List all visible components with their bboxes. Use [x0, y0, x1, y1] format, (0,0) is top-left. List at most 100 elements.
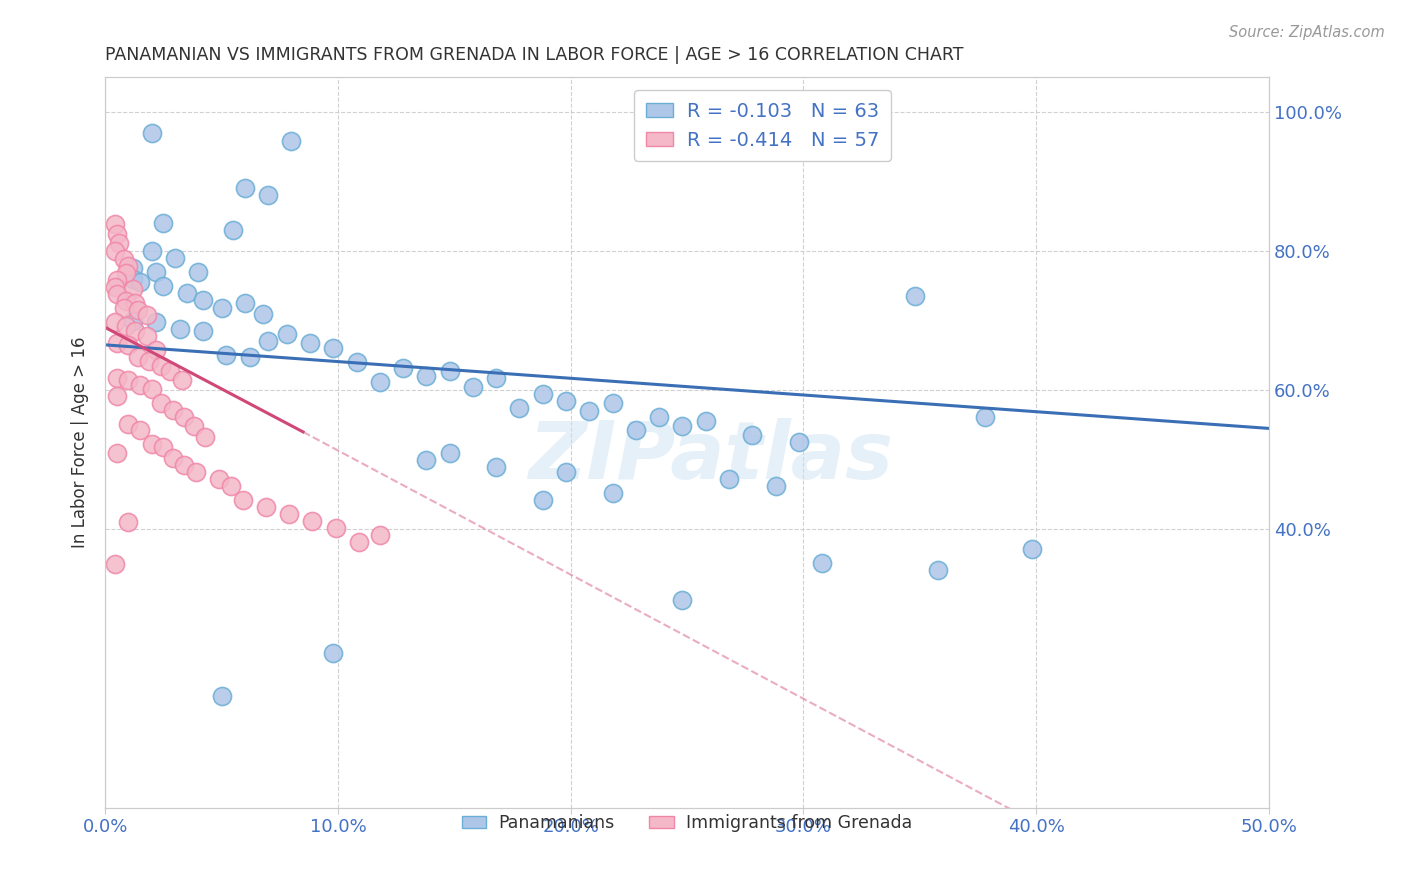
Point — [233, 296, 256, 310]
Point — [215, 348, 238, 362]
Point — [105, 370, 128, 384]
Text: Source: ZipAtlas.com: Source: ZipAtlas.com — [1229, 25, 1385, 40]
Point — [129, 424, 152, 438]
Point — [103, 244, 125, 258]
Point — [555, 465, 578, 479]
Point — [122, 282, 145, 296]
Point — [257, 188, 280, 202]
Legend: Panamanians, Immigrants from Grenada: Panamanians, Immigrants from Grenada — [456, 807, 920, 839]
Point — [301, 514, 323, 528]
Point — [105, 287, 128, 301]
Point — [191, 324, 214, 338]
Point — [117, 338, 139, 352]
Point — [461, 379, 484, 393]
Point — [219, 479, 242, 493]
Point — [122, 271, 145, 285]
Point — [105, 227, 128, 241]
Point — [252, 307, 274, 321]
Point — [531, 493, 554, 508]
Point — [124, 324, 146, 338]
Point — [191, 293, 214, 307]
Point — [105, 389, 128, 403]
Point — [115, 293, 138, 308]
Point — [105, 273, 128, 287]
Point — [322, 646, 344, 660]
Point — [117, 373, 139, 387]
Point — [136, 308, 159, 322]
Point — [765, 479, 787, 493]
Point — [368, 528, 391, 542]
Point — [129, 377, 152, 392]
Point — [695, 414, 717, 428]
Point — [152, 440, 174, 454]
Point — [117, 417, 139, 431]
Point — [439, 446, 461, 460]
Point — [141, 437, 163, 451]
Point — [145, 343, 167, 357]
Point — [103, 218, 125, 232]
Text: ZIPatlas: ZIPatlas — [527, 418, 893, 496]
Point — [222, 223, 245, 237]
Point — [115, 319, 138, 334]
Point — [238, 350, 260, 364]
Point — [145, 315, 167, 329]
Point — [169, 322, 191, 336]
Point — [927, 563, 949, 577]
Point — [150, 359, 173, 373]
Point — [211, 301, 233, 315]
Text: PANAMANIAN VS IMMIGRANTS FROM GRENADA IN LABOR FORCE | AGE > 16 CORRELATION CHAR: PANAMANIAN VS IMMIGRANTS FROM GRENADA IN… — [105, 46, 963, 64]
Point — [276, 327, 298, 342]
Point — [138, 354, 160, 368]
Point — [671, 593, 693, 607]
Point — [233, 181, 256, 195]
Point — [170, 373, 193, 387]
Point — [141, 126, 163, 140]
Point — [231, 493, 253, 508]
Point — [439, 364, 461, 378]
Point — [150, 395, 173, 409]
Point — [163, 251, 186, 265]
Point — [299, 335, 322, 350]
Point — [112, 252, 135, 267]
Point — [257, 334, 280, 349]
Point — [602, 395, 624, 409]
Point — [194, 430, 217, 444]
Point — [624, 424, 647, 438]
Point — [141, 382, 163, 396]
Point — [280, 134, 302, 148]
Point — [904, 289, 927, 303]
Point — [127, 350, 149, 364]
Point — [211, 690, 233, 704]
Point — [105, 446, 128, 460]
Point — [162, 402, 184, 417]
Point — [103, 557, 125, 571]
Point — [141, 244, 163, 258]
Point — [173, 458, 195, 473]
Point — [508, 401, 530, 415]
Point — [485, 459, 508, 474]
Point — [278, 507, 301, 521]
Point — [152, 216, 174, 230]
Point — [415, 369, 437, 384]
Point — [671, 419, 693, 434]
Point — [787, 435, 810, 450]
Point — [103, 280, 125, 294]
Point — [208, 472, 231, 486]
Point — [741, 428, 763, 442]
Point — [122, 313, 145, 327]
Point — [184, 465, 207, 479]
Point — [176, 285, 198, 300]
Point — [322, 342, 344, 356]
Point — [531, 386, 554, 401]
Point — [183, 419, 205, 434]
Point — [187, 265, 209, 279]
Point — [117, 259, 139, 273]
Point — [129, 275, 152, 289]
Point — [124, 296, 146, 310]
Point — [136, 328, 159, 343]
Point — [127, 303, 149, 318]
Point — [105, 335, 128, 350]
Point — [145, 265, 167, 279]
Point — [578, 404, 600, 418]
Point — [115, 266, 138, 280]
